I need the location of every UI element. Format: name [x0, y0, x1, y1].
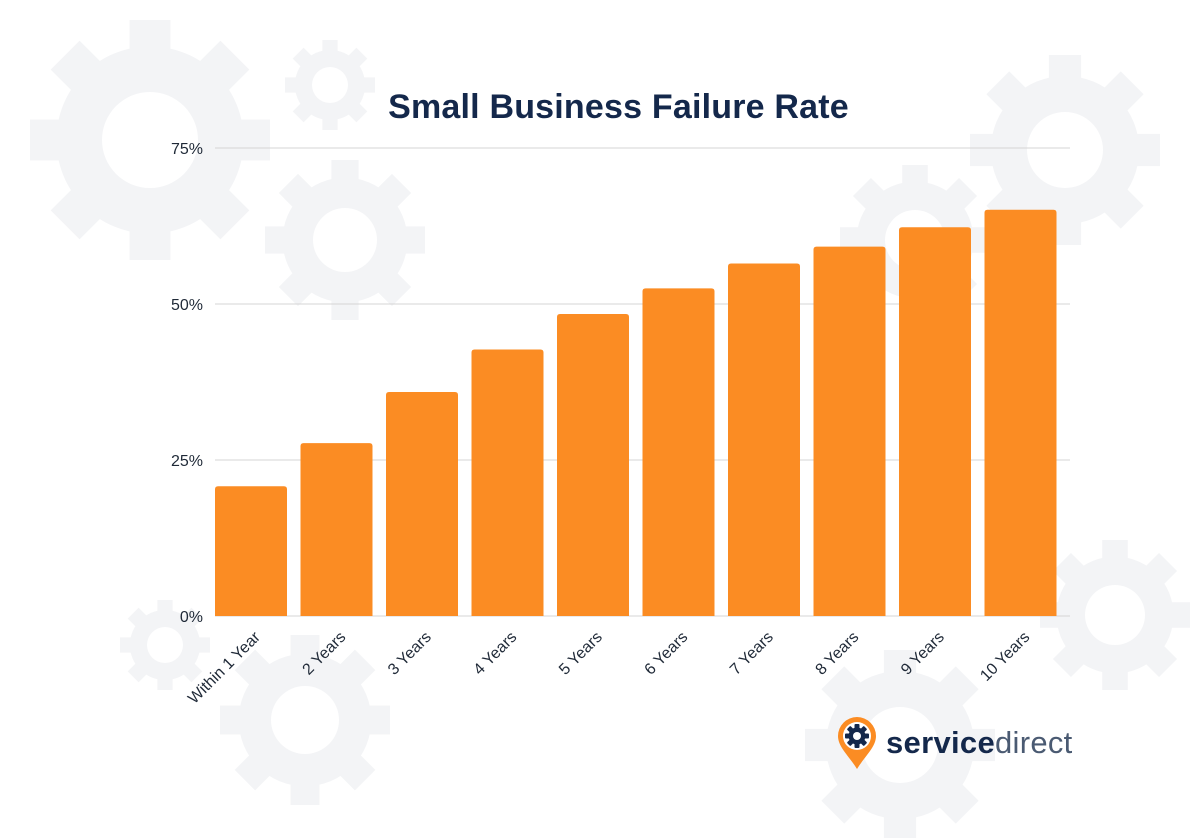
logo-word-service: service: [886, 725, 995, 760]
y-tick-label: 50%: [171, 297, 203, 314]
x-tick-label: 6 Years: [642, 629, 692, 679]
logo-wordmark: servicedirect: [886, 725, 1073, 761]
bar: [642, 288, 715, 616]
x-tick-label: Within 1 Year: [185, 628, 264, 707]
x-tick-label: 5 Years: [556, 629, 606, 679]
y-tick-label: 75%: [171, 141, 203, 158]
chart-title: Small Business Failure Rate: [388, 88, 849, 126]
bar: [300, 443, 373, 616]
y-tick-label: 0%: [180, 609, 203, 626]
x-tick-label: 8 Years: [813, 629, 863, 679]
servicedirect-logo: servicedirect: [836, 716, 1073, 770]
logo-word-direct: direct: [994, 725, 1073, 760]
gear-pin-icon: [838, 717, 876, 769]
background-gear-icon: [30, 20, 270, 260]
bar: [557, 313, 629, 616]
background-gear-icon: [1040, 540, 1190, 690]
background-gear-icon: [220, 635, 390, 805]
y-tick-label: 25%: [171, 453, 203, 470]
bar: [471, 349, 544, 616]
background-gear-icon: [805, 650, 995, 838]
bar: [728, 263, 800, 616]
bar: [984, 209, 1057, 616]
background-gear-icon: [120, 600, 210, 690]
x-tick-label: 3 Years: [385, 629, 435, 679]
bar: [386, 391, 458, 616]
x-tick-label: 10 Years: [977, 629, 1033, 685]
x-tick-label: 9 Years: [898, 629, 948, 679]
x-tick-label: 2 Years: [300, 629, 350, 679]
background-gear-icon: [265, 160, 425, 320]
x-tick-label: 7 Years: [727, 629, 777, 679]
bar: [813, 246, 886, 617]
bar: [899, 227, 971, 617]
bar: [215, 486, 287, 616]
background-gear-icon: [285, 40, 375, 130]
x-tick-label: 4 Years: [471, 629, 521, 679]
background-gear-icon: [970, 55, 1160, 245]
